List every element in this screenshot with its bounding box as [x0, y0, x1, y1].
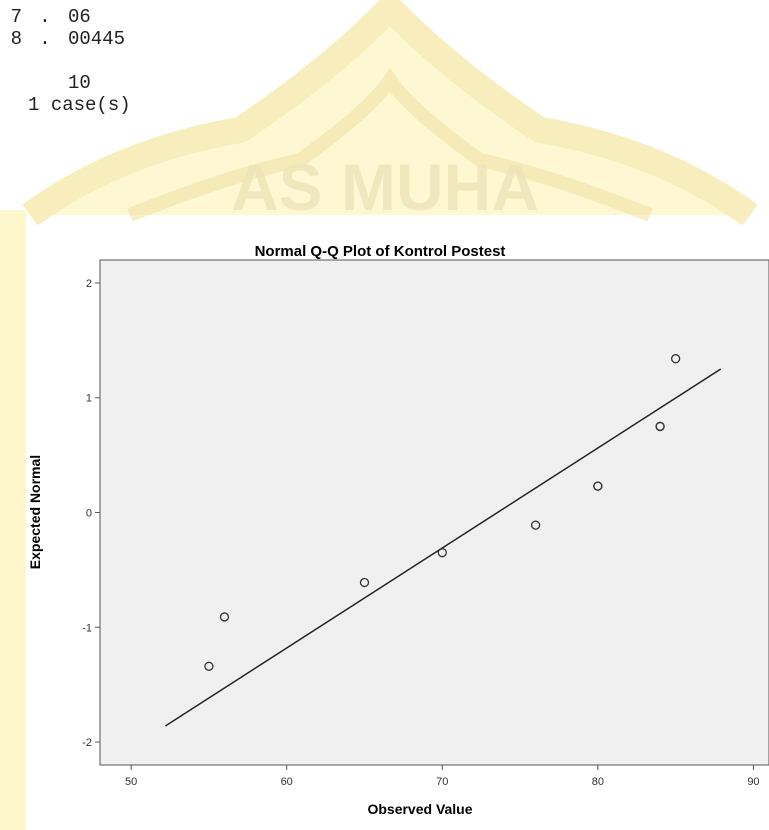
data-point — [593, 481, 603, 491]
stem-separator: . — [39, 28, 51, 50]
data-point — [655, 421, 665, 432]
x-tick-label: 90 — [747, 776, 759, 788]
y-tick-label: -2 — [82, 737, 92, 749]
stem-row: 8. 00445 — [8, 28, 131, 50]
x-tick-label: 80 — [592, 776, 604, 788]
x-axis: 50 60 70 80 90 — [125, 765, 760, 788]
x-axis-label: Observed Value — [367, 801, 472, 817]
data-point — [530, 520, 541, 530]
stem-width-value: 10 — [68, 72, 91, 94]
data-point — [671, 354, 681, 364]
leaf-values: 00445 — [68, 28, 126, 50]
stem-separator: . — [39, 6, 51, 28]
y-tick-label: 1 — [86, 393, 92, 405]
x-tick-label: 50 — [125, 776, 137, 788]
data-point — [437, 548, 447, 558]
data-point — [219, 612, 230, 622]
stem-value: 8 — [10, 28, 22, 50]
y-axis: 2 1 0 -1 -2 — [82, 278, 100, 749]
qq-plot-svg: 2 1 0 -1 -2 50 60 70 80 90 Expected Normal Obser… — [27, 259, 769, 817]
plot-area — [99, 259, 769, 766]
reference-line — [164, 368, 722, 727]
watermark-text: AS MUHA — [231, 150, 539, 224]
x-tick-label: 60 — [281, 776, 293, 788]
data-point — [359, 577, 370, 588]
data-point — [204, 661, 214, 671]
stem-and-leaf-output: 7. 06 8. 00445 10 1 case(s) — [8, 6, 131, 116]
y-tick-label: -1 — [82, 622, 92, 634]
leaf-values: 06 — [68, 6, 91, 28]
y-tick-label: 0 — [86, 508, 92, 520]
x-tick-label: 70 — [436, 776, 448, 788]
case-count-line: 1 case(s) — [8, 94, 131, 116]
chart-title: Normal Q-Q Plot of Kontrol Postest — [254, 243, 506, 260]
case-count: 1 — [28, 94, 40, 116]
stem-value: 7 — [10, 6, 22, 28]
qq-plot-chart: Normal Q-Q Plot of Kontrol Postest 2 1 0 -1… — [0, 210, 769, 830]
y-axis-label: Expected Normal — [27, 455, 43, 569]
case-label: case(s) — [50, 94, 131, 116]
y-tick-label: 2 — [86, 278, 92, 290]
stem-row: 7. 06 — [8, 6, 131, 28]
data-points — [204, 354, 681, 671]
